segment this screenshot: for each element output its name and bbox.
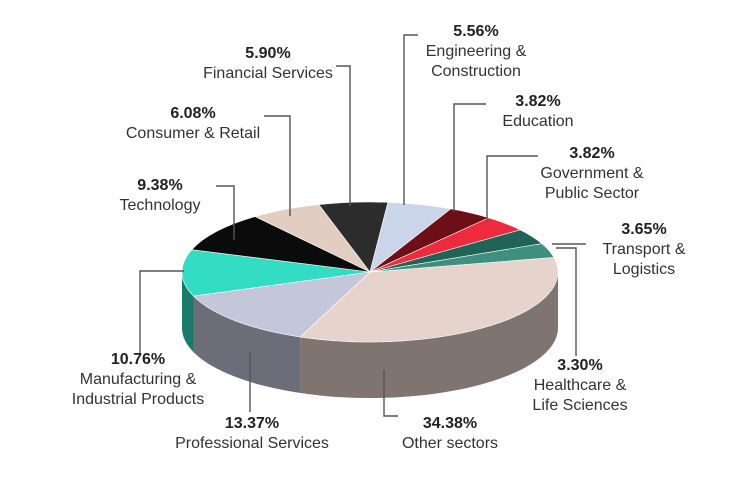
leader-line — [139, 270, 184, 354]
slice-value: 5.90% — [245, 45, 291, 62]
slice-name: Industrial Products — [71, 391, 205, 408]
pie-slice-manufacturing-industrial-products — [181, 249, 371, 297]
leader-line — [336, 65, 351, 206]
slice-name: Engineering & — [425, 43, 527, 60]
slice-name: Government & — [540, 165, 644, 182]
slice-value: 10.76% — [110, 351, 166, 368]
slice-value: 3.65% — [621, 221, 667, 238]
slice-name: Manufacturing & — [79, 371, 197, 388]
slice-name: Life Sciences — [532, 397, 628, 414]
label-other-sectors: 34.38% Other sectors — [402, 414, 498, 454]
slice-name: Public Sector — [544, 185, 640, 202]
leader-line — [403, 34, 418, 205]
slice-value: 3.30% — [557, 357, 603, 374]
slice-value: 3.82% — [515, 93, 561, 110]
label-consumer-retail: 6.08% Consumer & Retail — [126, 104, 260, 144]
label-government-public-sector: 3.82% Government & Public Sector — [540, 144, 643, 204]
pie-slices — [181, 201, 559, 343]
pie-slice-professional-services — [192, 271, 371, 338]
leader-line — [216, 185, 235, 240]
label-transport-logistics: 3.65% Transport & Logistics — [603, 220, 686, 280]
slice-name: Other sectors — [401, 435, 499, 452]
leader-line — [453, 103, 486, 212]
slice-value: 3.82% — [569, 145, 615, 162]
slice-value: 9.38% — [137, 177, 183, 194]
label-manufacturing: 10.76% Manufacturing & Industrial Produc… — [72, 350, 205, 410]
slice-name: Construction — [431, 63, 521, 80]
leader-line — [556, 247, 577, 356]
pie-side-2 — [182, 272, 194, 353]
label-education: 3.82% Education — [502, 92, 573, 132]
pie-side-1 — [193, 296, 301, 394]
slice-name: Transport & — [602, 241, 686, 258]
slice-name: Consumer & Retail — [125, 125, 261, 142]
slice-value: 13.37% — [224, 415, 280, 432]
slice-name: Financial Services — [203, 65, 333, 82]
slice-name: Technology — [119, 197, 201, 214]
label-professional-services: 13.37% Professional Services — [175, 414, 329, 454]
slice-value: 6.08% — [170, 105, 216, 122]
slice-name: Education — [502, 113, 574, 130]
pie-slice-healthcare-life-sciences — [369, 243, 555, 273]
pie-side-0 — [300, 272, 558, 398]
slice-value: 34.38% — [422, 415, 478, 432]
leader-line — [264, 115, 291, 216]
pie-slice-technology — [191, 216, 371, 273]
label-financial-services: 5.90% Financial Services — [203, 44, 333, 84]
slice-name: Logistics — [612, 261, 676, 278]
label-engineering-construction: 5.56% Engineering & Construction — [426, 22, 527, 82]
slice-value: 5.56% — [453, 23, 499, 40]
leader-lines — [139, 34, 586, 417]
pie-side-walls — [182, 272, 558, 398]
leader-line — [486, 155, 538, 222]
pie-slice-other-sectors — [299, 257, 559, 343]
label-healthcare-life-sciences: 3.30% Healthcare & Life Sciences — [532, 356, 627, 416]
slice-name: Healthcare & — [533, 377, 627, 394]
label-technology: 9.38% Technology — [120, 176, 201, 216]
leader-line — [383, 370, 398, 417]
slice-name: Professional Services — [175, 435, 329, 452]
